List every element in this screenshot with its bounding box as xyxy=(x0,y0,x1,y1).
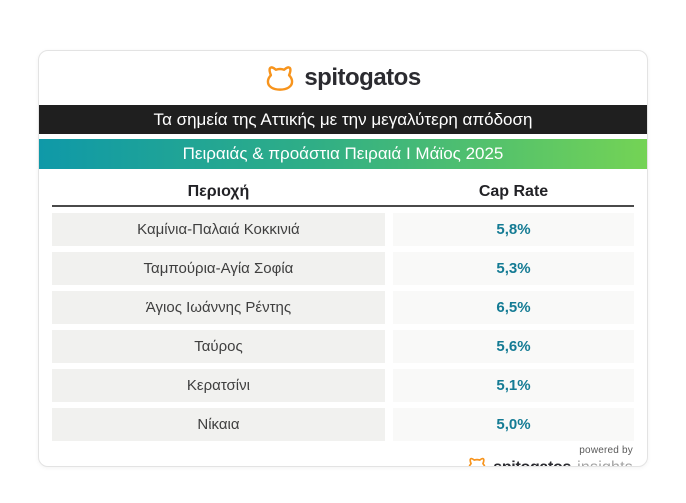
subtitle-banner: Πειραιάς & προάστια Πειραιά Ι Μάϊος 2025 xyxy=(39,139,647,169)
cell-spacer xyxy=(385,369,393,402)
brand-logo: spitogatos xyxy=(39,51,647,105)
subtitle-text: Πειραιάς & προάστια Πειραιά Ι Μάϊος 2025 xyxy=(182,144,504,163)
area-cell: Καμίνια-Παλαιά Κοκκινιά xyxy=(52,213,385,246)
table-header-row: Περιοχή Cap Rate xyxy=(52,179,634,207)
cap-rate-cell: 5,6% xyxy=(393,330,634,363)
table-row: Καμίνια-Παλαιά Κοκκινιά 5,8% xyxy=(52,213,634,246)
cap-rate-cell: 5,0% xyxy=(393,408,634,441)
cat-icon xyxy=(265,65,295,91)
cell-spacer xyxy=(385,408,393,441)
column-header-area: Περιοχή xyxy=(187,183,250,200)
table-row: Ταύρος 5,6% xyxy=(52,330,634,363)
table-row: Άγιος Ιωάννης Ρέντης 6,5% xyxy=(52,291,634,324)
powered-by-label: powered by xyxy=(579,445,633,456)
cell-spacer xyxy=(385,291,393,324)
column-header-cap-rate: Cap Rate xyxy=(478,183,549,200)
area-cell: Άγιος Ιωάννης Ρέντης xyxy=(52,291,385,324)
main-title-text: Τα σημεία της Αττικής με την μεγαλύτερη … xyxy=(153,109,533,129)
area-cell: Ταύρος xyxy=(52,330,385,363)
cell-spacer xyxy=(385,213,393,246)
table-row: Νίκαια 5,0% xyxy=(52,408,634,441)
cap-rate-cell: 6,5% xyxy=(393,291,634,324)
footer-brand: spitogatos insights xyxy=(467,457,633,466)
cap-rate-cell: 5,8% xyxy=(393,213,634,246)
cap-rate-cell: 5,3% xyxy=(393,252,634,285)
area-cell: Κερατσίνι xyxy=(52,369,385,402)
cap-rate-table: Περιοχή Cap Rate Καμίνια-Παλαιά Κοκκινιά… xyxy=(52,179,634,441)
cell-spacer xyxy=(385,252,393,285)
main-title-banner: Τα σημεία της Αττικής με την μεγαλύτερη … xyxy=(39,105,647,134)
footer-brand-light: insights xyxy=(577,459,633,466)
infographic-card: spitogatos Τα σημεία της Αττικής με την … xyxy=(38,50,648,467)
cell-spacer xyxy=(385,330,393,363)
table-row: Ταμπούρια-Αγία Σοφία 5,3% xyxy=(52,252,634,285)
cat-icon xyxy=(467,457,487,466)
footer-brand-bold: spitogatos xyxy=(493,459,571,466)
area-cell: Ταμπούρια-Αγία Σοφία xyxy=(52,252,385,285)
brand-logo-text: spitogatos xyxy=(304,64,421,91)
cap-rate-cell: 5,1% xyxy=(393,369,634,402)
area-cell: Νίκαια xyxy=(52,408,385,441)
footer: powered by spitogatos insights xyxy=(39,445,633,466)
table-row: Κερατσίνι 5,1% xyxy=(52,369,634,402)
